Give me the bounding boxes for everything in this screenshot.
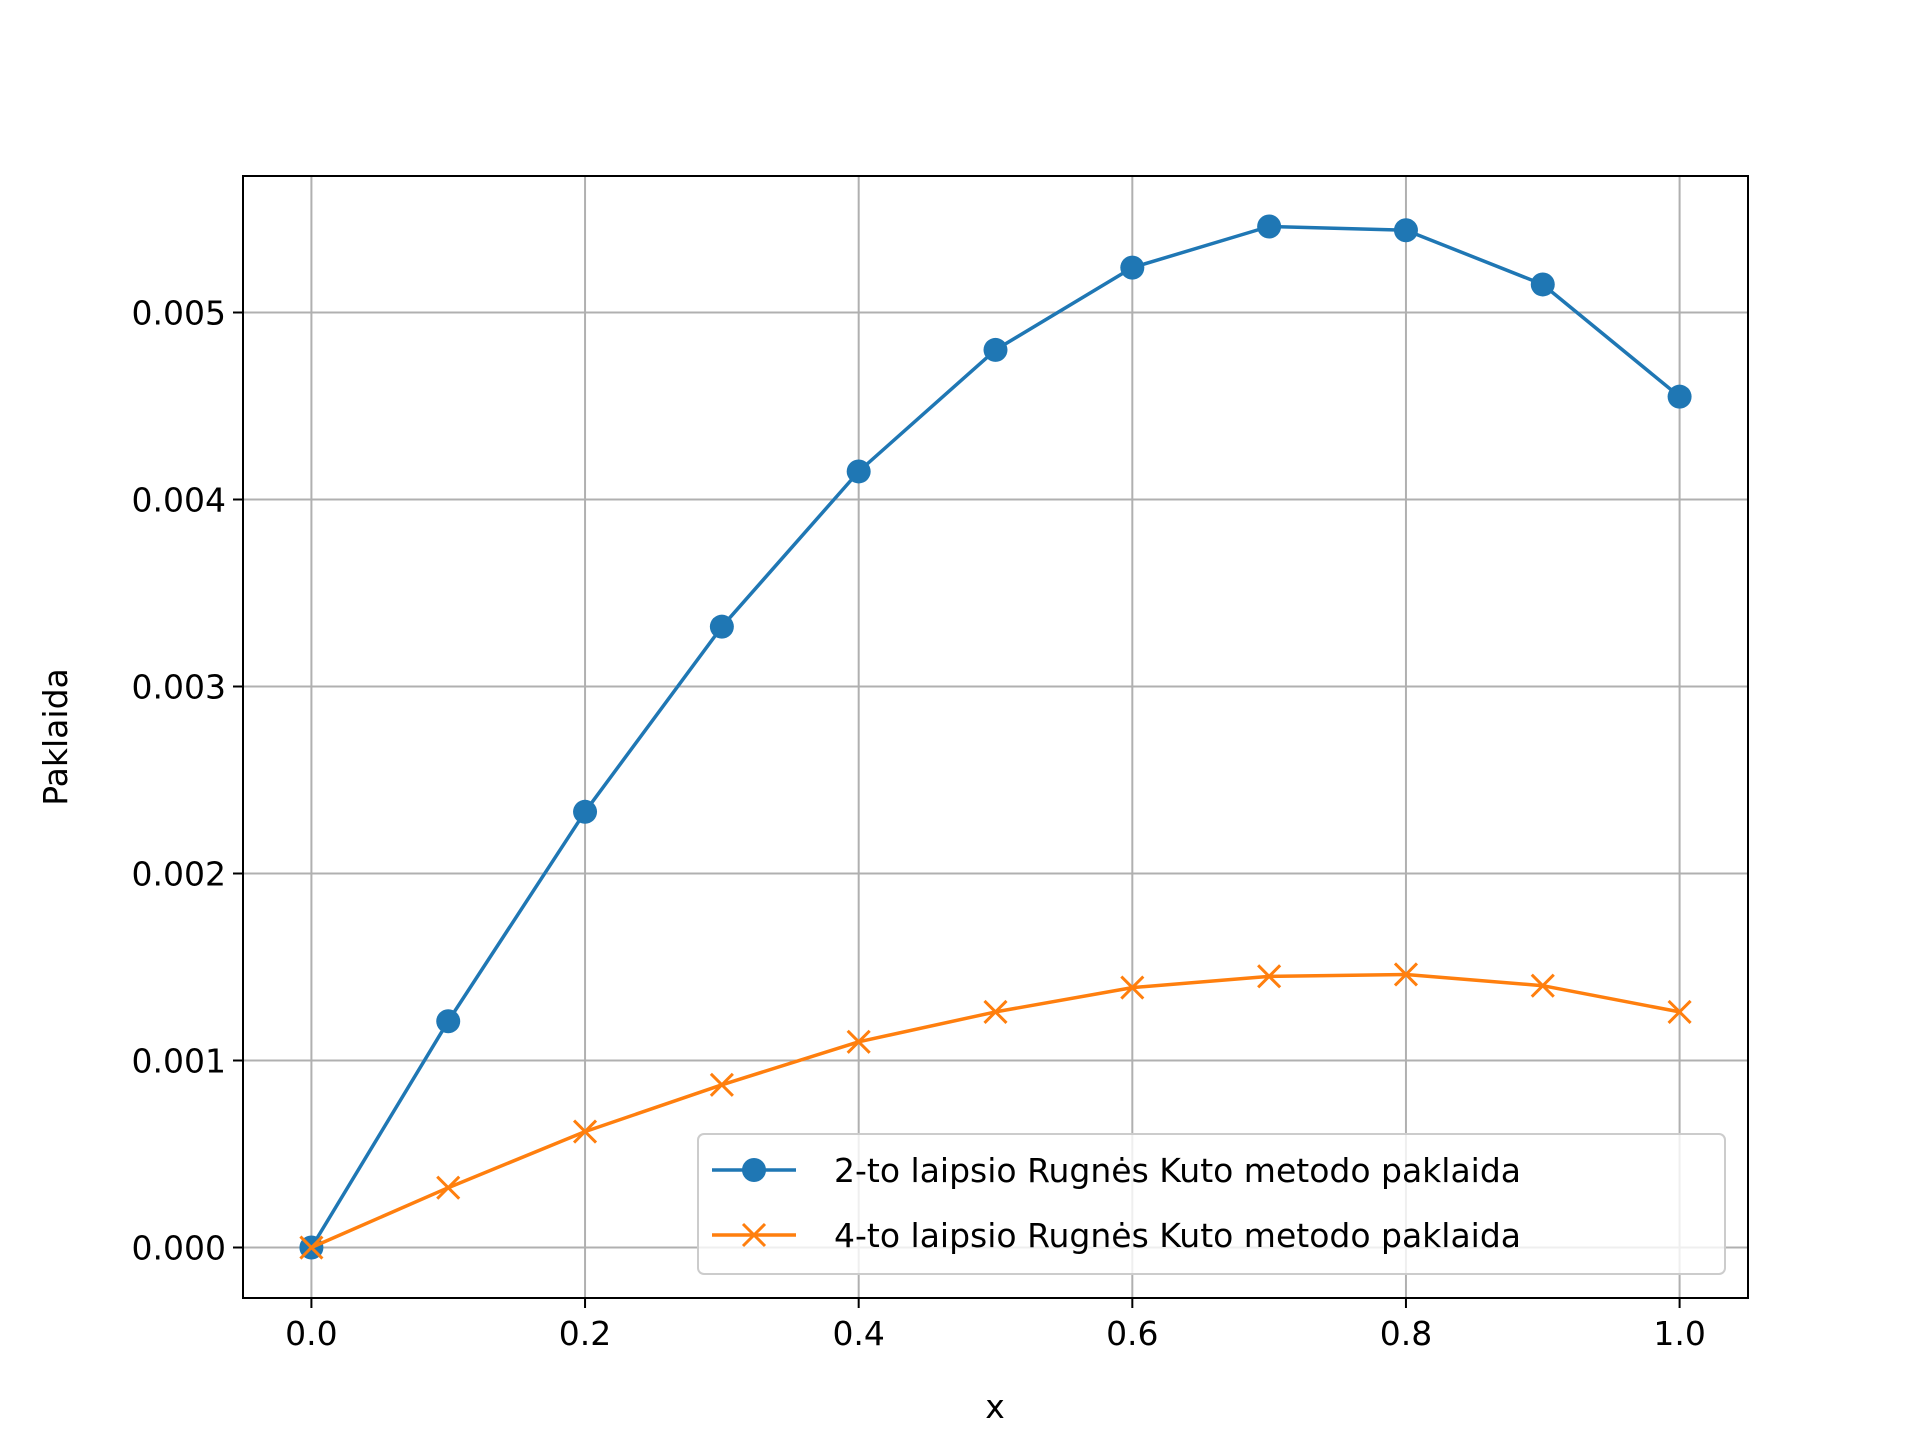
data-point bbox=[1257, 964, 1282, 989]
legend-marker-series-1 bbox=[742, 1158, 766, 1182]
data-point bbox=[436, 1009, 461, 1034]
grid bbox=[243, 176, 1748, 1298]
plot-frame bbox=[242, 175, 1749, 1299]
y-axis-label: Paklaida bbox=[36, 668, 75, 805]
y-tick-label: 0.005 bbox=[132, 294, 226, 333]
data-point bbox=[1257, 214, 1282, 239]
data-point bbox=[1667, 999, 1692, 1024]
data-point bbox=[983, 999, 1008, 1024]
data-point bbox=[1530, 272, 1555, 297]
data-point bbox=[1393, 962, 1419, 987]
legend: 2-to laipsio Rugnės Kuto metodo paklaida… bbox=[697, 1133, 1726, 1275]
legend-label-series-2: 4-to laipsio Rugnės Kuto metodo paklaida bbox=[834, 1216, 1521, 1255]
data-point bbox=[846, 1029, 871, 1054]
y-tick-label: 0.004 bbox=[132, 481, 226, 520]
data-point bbox=[1120, 255, 1145, 280]
x-tick-label: 0.2 bbox=[559, 1314, 611, 1353]
y-axis: 0.000 0.001 0.002 0.003 0.004 0.005 bbox=[132, 294, 243, 1268]
legend-label-series-1: 2-to laipsio Rugnės Kuto metodo paklaida bbox=[834, 1151, 1521, 1190]
data-point bbox=[1393, 218, 1418, 243]
data-point bbox=[436, 1175, 461, 1200]
data-point bbox=[299, 1235, 324, 1260]
y-tick-label: 0.000 bbox=[132, 1229, 226, 1268]
data-point bbox=[1530, 973, 1555, 998]
x-tick-label: 0.4 bbox=[832, 1314, 884, 1353]
x-axis: 0.0 0.2 0.4 0.6 0.8 1.0 bbox=[285, 1298, 1706, 1353]
data-point bbox=[572, 1119, 598, 1144]
data-point bbox=[1667, 384, 1692, 409]
data-point bbox=[573, 799, 598, 824]
series-layer bbox=[299, 214, 1692, 1260]
data-point bbox=[846, 459, 871, 484]
x-axis-label: x bbox=[985, 1387, 1005, 1426]
data-point bbox=[1120, 975, 1145, 1000]
y-tick-label: 0.002 bbox=[132, 855, 226, 894]
y-tick-label: 0.003 bbox=[132, 668, 226, 707]
legend-marker-series-2 bbox=[741, 1222, 767, 1248]
x-tick-label: 1.0 bbox=[1653, 1314, 1705, 1353]
data-point bbox=[709, 1072, 734, 1097]
data-point bbox=[709, 614, 734, 639]
x-tick-label: 0.6 bbox=[1106, 1314, 1158, 1353]
series-2 bbox=[299, 962, 1692, 1260]
legend-box bbox=[697, 1133, 1726, 1275]
x-tick-label: 0.0 bbox=[285, 1314, 337, 1353]
y-tick-label: 0.001 bbox=[132, 1042, 226, 1081]
x-tick-label: 0.8 bbox=[1380, 1314, 1432, 1353]
data-point bbox=[983, 337, 1008, 362]
